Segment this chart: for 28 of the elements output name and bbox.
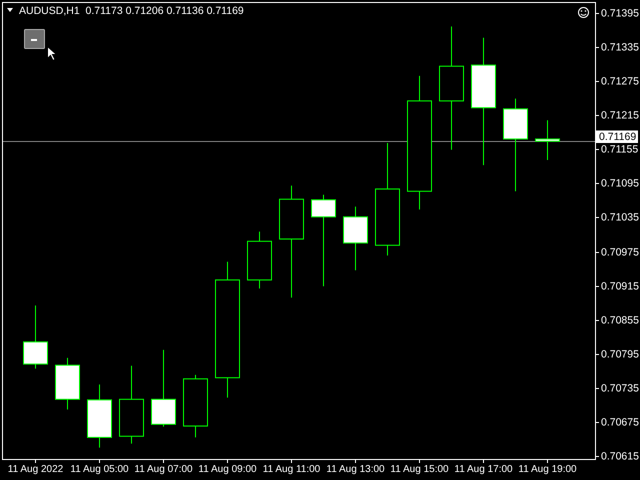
y-tick-label: 0.71275 [601,75,640,88]
x-tick-label: 11 Aug 09:00 [198,464,258,475]
candlestick [311,194,336,287]
y-tick-label: 0.71095 [601,177,640,190]
y-tick-label: 0.70795 [601,348,640,360]
x-tick-label: 11 Aug 11:00 [262,464,321,475]
x-tick-label: 11 Aug 13:00 [326,464,386,475]
x-tick-label: 11 Aug 07:00 [134,464,194,475]
y-tick-label: 0.71395 [601,7,640,20]
candlestick [23,305,48,370]
y-tick-label: 0.71155 [601,143,638,156]
y-tick-label: 0.70735 [601,382,640,394]
y-tick-label: 0.70975 [601,246,640,258]
ref-line-label: 0.71169 [599,130,636,143]
x-tick-label: 11 Aug 19:00 [518,464,578,475]
y-tick-label: 0.71335 [601,41,640,54]
x-tick-label: 11 Aug 15:00 [390,464,450,475]
chart-title: AUDUSD,H1 0.71173 0.71206 0.71136 0.71169 [19,4,244,17]
y-tick-label: 0.70855 [601,314,640,326]
y-tick-label: 0.70615 [601,450,640,462]
x-tick-label: 11 Aug 17:00 [454,464,514,475]
candlestick [535,120,560,161]
y-tick-label: 0.71215 [601,109,640,122]
x-tick-label: 11 Aug 2022 [8,464,64,475]
y-tick-label: 0.70915 [601,280,640,292]
x-tick-label: 11 Aug 05:00 [70,464,130,475]
y-tick-label: 0.70675 [601,416,640,428]
y-tick-label: 0.71035 [601,211,640,224]
